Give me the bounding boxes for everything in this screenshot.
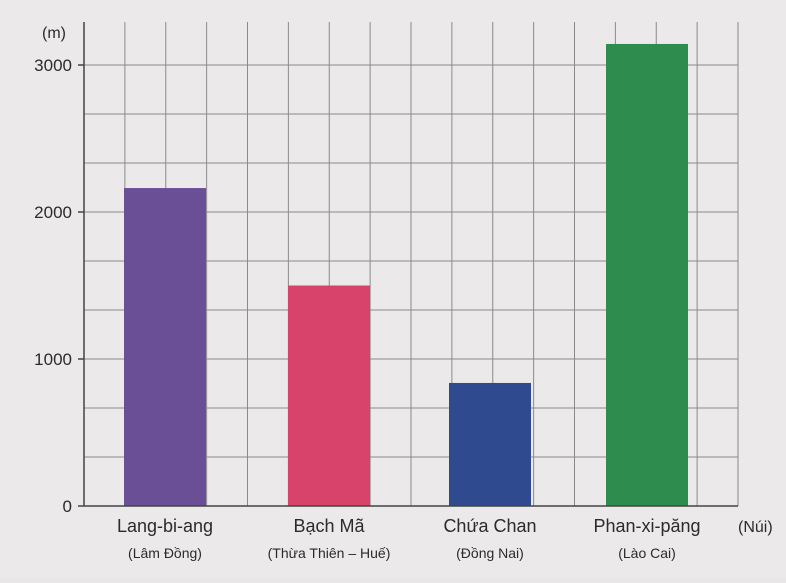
x-tick-sublabel: (Lào Cai): [618, 545, 676, 561]
y-tick-label: 2000: [34, 203, 72, 222]
x-tick-label: Lang-bi-ang: [117, 516, 213, 536]
x-tick-sublabel: (Thừa Thiên – Huế): [268, 545, 391, 561]
x-tick-label: Chứa Chan: [443, 516, 536, 536]
x-tick-label: Bạch Mã: [293, 516, 365, 536]
x-axis-label: (Núi): [738, 519, 773, 536]
x-tick-sublabel: (Đồng Nai): [456, 545, 524, 561]
x-tick-label: Phan-xi-păng: [593, 516, 700, 536]
y-tick-label: 0: [63, 497, 72, 516]
bar-3: [449, 382, 531, 506]
bar-1: [124, 188, 206, 506]
axes: 0 1000 2000 3000 Lang-bi-ang (Lâm Đồng) Bạch M…: [34, 22, 738, 561]
bar-4: [606, 43, 688, 506]
bar-2: [288, 285, 370, 506]
y-tick-label: 3000: [34, 56, 72, 75]
x-tick-sublabel: (Lâm Đồng): [128, 545, 202, 561]
bars: [124, 43, 688, 506]
y-tick-label: 1000: [34, 350, 72, 369]
y-axis-label: (m): [42, 25, 66, 42]
